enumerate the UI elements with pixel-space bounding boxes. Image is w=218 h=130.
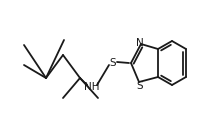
Text: S: S	[110, 58, 116, 68]
Text: N: N	[136, 38, 144, 48]
Text: S: S	[137, 81, 143, 91]
Text: NH: NH	[84, 82, 100, 92]
